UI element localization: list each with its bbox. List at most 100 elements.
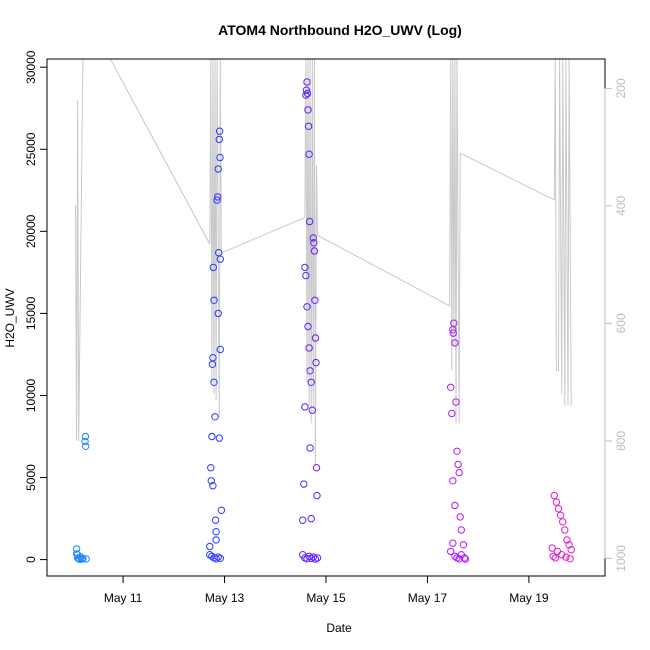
- data-point: [548, 544, 556, 552]
- data-point: [449, 477, 457, 485]
- data-point: [73, 554, 82, 562]
- data-point: [554, 505, 563, 513]
- data-point: [207, 477, 216, 485]
- data-point: [551, 554, 559, 562]
- data-point: [307, 378, 315, 386]
- data-point: [216, 255, 225, 263]
- data-point: [453, 447, 461, 455]
- data-point: [567, 546, 575, 554]
- data-point: [82, 442, 90, 450]
- y-tick-label: 15000: [24, 296, 38, 330]
- x-tick-label: May 17: [408, 591, 448, 605]
- data-point: [212, 528, 220, 536]
- data-point: [216, 554, 225, 562]
- data-point: [455, 468, 463, 477]
- data-point: [305, 552, 313, 560]
- data-point: [301, 263, 309, 272]
- secondary-y-tick-label: 1000: [614, 545, 628, 572]
- data-point: [303, 303, 311, 311]
- data-point: [451, 339, 459, 347]
- data-point: [81, 437, 89, 446]
- secondary-series-line: [75, 59, 572, 465]
- secondary-y-tick-label: 400: [614, 196, 628, 216]
- data-point: [303, 78, 311, 86]
- data-point: [566, 555, 574, 563]
- data-point: [214, 309, 222, 318]
- data-point: [210, 296, 218, 304]
- data-point: [309, 234, 317, 242]
- data-point: [217, 506, 226, 514]
- data-point: [302, 91, 310, 99]
- data-point: [213, 196, 221, 204]
- y-tick-label: 25000: [24, 132, 38, 166]
- data-point: [215, 434, 224, 442]
- x-tick-label: May 15: [306, 591, 346, 605]
- data-point: [457, 526, 465, 534]
- data-point: [449, 329, 457, 337]
- data-point: [450, 319, 458, 327]
- data-point: [559, 518, 567, 526]
- data-point: [313, 491, 321, 500]
- x-axis-label: Date: [326, 621, 352, 635]
- data-point: [556, 511, 565, 519]
- data-point: [310, 247, 319, 255]
- data-point: [305, 150, 313, 158]
- data-point: [211, 413, 219, 421]
- data-point: [565, 541, 573, 549]
- data-point: [215, 135, 224, 144]
- data-point: [304, 322, 312, 331]
- plot-area: [72, 59, 575, 563]
- data-point: [312, 358, 320, 367]
- data-point: [302, 86, 311, 94]
- data-point: [211, 516, 220, 524]
- data-point: [562, 553, 570, 561]
- data-point: [208, 432, 216, 441]
- x-tick-label: May 13: [205, 591, 245, 605]
- data-point: [561, 526, 569, 534]
- data-point: [452, 398, 460, 406]
- data-point: [206, 542, 214, 551]
- data-point: [303, 89, 312, 98]
- data-point: [448, 409, 456, 418]
- data-point: [209, 482, 217, 490]
- data-point: [308, 406, 316, 414]
- data-point: [447, 547, 455, 556]
- y-tick-label: 5000: [24, 464, 38, 491]
- y-axis-label: H2O_UWV: [3, 288, 17, 347]
- scatter-points: [72, 78, 575, 563]
- data-point: [311, 296, 319, 304]
- data-point: [209, 354, 217, 362]
- chart-title: ATOM4 Northbound H2O_UWV (Log): [218, 22, 462, 38]
- data-point: [456, 513, 464, 521]
- data-point: [459, 541, 468, 549]
- data-point: [310, 239, 318, 247]
- data-point: [550, 491, 558, 500]
- data-point: [301, 403, 309, 411]
- data-point: [81, 432, 90, 441]
- y-tick-label: 0: [24, 556, 38, 563]
- data-point: [216, 153, 224, 162]
- data-point: [299, 516, 307, 524]
- data-point: [82, 555, 90, 563]
- data-point: [460, 554, 469, 562]
- data-point: [304, 122, 313, 131]
- data-point: [306, 367, 314, 375]
- data-point: [216, 345, 225, 354]
- x-tick-label: May 19: [509, 591, 549, 605]
- secondary-y-tick-label: 800: [614, 431, 628, 451]
- data-point: [214, 193, 222, 201]
- x-tick-label: May 11: [104, 591, 143, 605]
- data-point: [454, 460, 462, 469]
- data-point: [313, 554, 322, 562]
- data-point: [307, 514, 315, 523]
- data-point: [212, 555, 220, 563]
- data-point: [304, 106, 312, 114]
- data-point: [309, 553, 317, 561]
- data-point: [207, 464, 215, 472]
- secondary-y-axis: 200 400 600 800 1000: [604, 78, 628, 572]
- data-point: [215, 127, 224, 135]
- secondary-y-tick-label: 200: [614, 78, 628, 98]
- y-tick-label: 30000: [24, 50, 38, 84]
